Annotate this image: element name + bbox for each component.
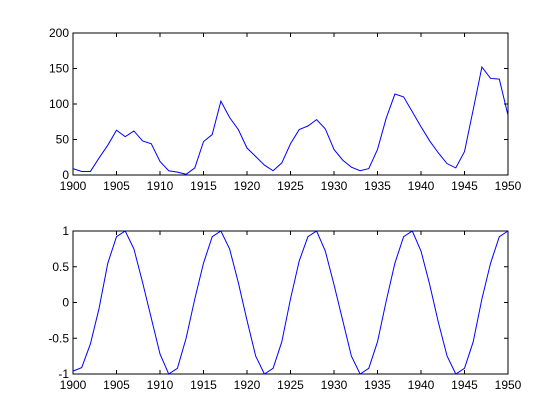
y-tick-label: 200 — [49, 26, 69, 40]
y-tick-label: -1 — [58, 367, 69, 381]
x-tick-label: 1910 — [147, 378, 174, 392]
x-tick-label: 1915 — [190, 378, 217, 392]
x-tick-label: 1945 — [451, 179, 478, 193]
y-tick-label: 0 — [62, 296, 69, 310]
bottom-subplot: 1900 1905 1910 1915 1920 1925 1930 1935 1940 1945… — [48, 224, 521, 392]
x-tick-label: 1925 — [277, 179, 304, 193]
x-tick-label: 1915 — [190, 179, 217, 193]
y-tick-label: -0.5 — [48, 331, 69, 345]
x-tick-label: 1950 — [495, 179, 522, 193]
x-tick-label: 1920 — [234, 378, 261, 392]
x-tick-label: 1925 — [277, 378, 304, 392]
x-tick-label: 1940 — [408, 378, 435, 392]
y-tick-label: 1 — [62, 224, 69, 238]
x-tick-label: 1920 — [234, 179, 261, 193]
x-tick-label: 1905 — [103, 179, 130, 193]
x-tick-label: 1945 — [451, 378, 478, 392]
x-tick-label: 1930 — [321, 378, 348, 392]
y-tick-label: 50 — [56, 133, 70, 147]
y-tick-label: 0 — [62, 168, 69, 182]
x-tick-label: 1940 — [408, 179, 435, 193]
series-line — [72, 65, 509, 175]
top-subplot: 1900 1905 1910 1915 1920 1925 1930 1935 1940 1945… — [49, 26, 522, 193]
x-tick-label: 1900 — [60, 378, 87, 392]
x-tick-label: 1910 — [147, 179, 174, 193]
y-tick-label: 0.5 — [52, 260, 69, 274]
y-tick-label: 150 — [49, 62, 69, 76]
y-tick-label: 100 — [49, 97, 69, 111]
x-tick-label: 1935 — [364, 179, 391, 193]
x-tick-label: 1935 — [364, 378, 391, 392]
x-tick-label: 1950 — [495, 378, 522, 392]
x-tick-label: 1930 — [321, 179, 348, 193]
x-tick-label: 1900 — [60, 179, 87, 193]
x-tick-label: 1905 — [103, 378, 130, 392]
series-line — [72, 230, 509, 375]
